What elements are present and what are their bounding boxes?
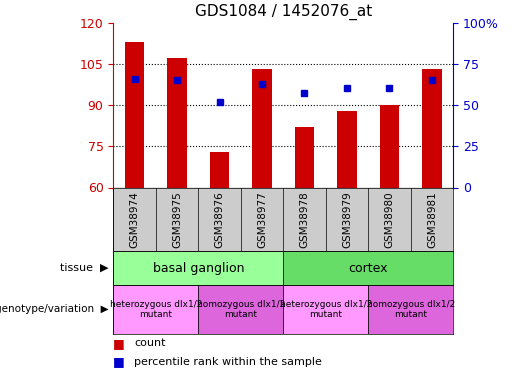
Bar [368,285,453,334]
Text: heterozygous dlx1/2
mutant: heterozygous dlx1/2 mutant [280,300,372,319]
Text: GSM38974: GSM38974 [130,191,140,248]
Text: GSM38977: GSM38977 [257,191,267,248]
Bar [252,69,271,188]
Bar [113,251,283,285]
Text: basal ganglion: basal ganglion [152,262,244,274]
Bar [422,69,441,188]
Text: count: count [134,338,165,348]
Bar [337,111,356,188]
Bar [283,285,368,334]
Text: heterozygous dlx1/2
mutant: heterozygous dlx1/2 mutant [110,300,202,319]
Text: GSM38978: GSM38978 [300,191,310,248]
Bar [113,285,198,334]
Text: GSM38975: GSM38975 [172,191,182,248]
Text: homozygous dlx1/2
mutant: homozygous dlx1/2 mutant [197,300,285,319]
Text: GSM38980: GSM38980 [385,191,394,248]
Text: tissue  ▶: tissue ▶ [60,263,108,273]
Text: GSM38981: GSM38981 [427,191,437,248]
Text: genotype/variation  ▶: genotype/variation ▶ [0,304,108,314]
Bar [125,42,144,188]
Bar [198,285,283,334]
Bar [167,58,186,188]
Text: homozygous dlx1/2
mutant: homozygous dlx1/2 mutant [367,300,455,319]
Bar [283,251,453,285]
Text: percentile rank within the sample: percentile rank within the sample [134,357,322,367]
Title: GDS1084 / 1452076_at: GDS1084 / 1452076_at [195,3,372,20]
Bar [295,127,314,188]
Text: GSM38979: GSM38979 [342,191,352,248]
Text: ■: ■ [113,356,125,368]
Text: cortex: cortex [349,262,388,274]
Text: GSM38976: GSM38976 [215,191,225,248]
Bar [210,152,229,188]
Bar [380,105,399,188]
Text: ■: ■ [113,337,125,350]
